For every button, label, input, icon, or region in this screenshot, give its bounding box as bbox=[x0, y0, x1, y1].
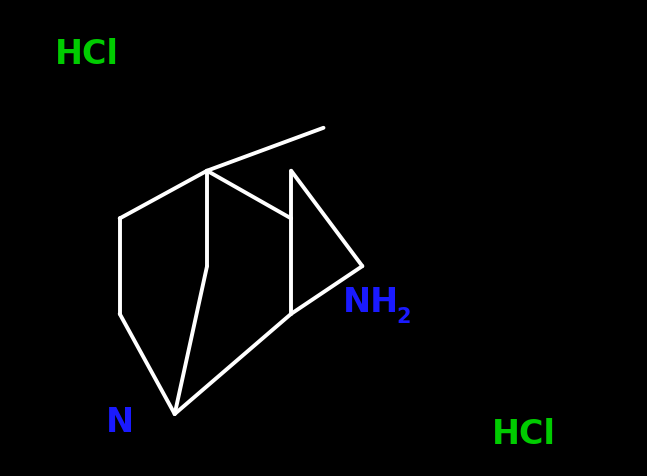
Text: N: N bbox=[105, 405, 134, 438]
Text: 2: 2 bbox=[397, 307, 411, 327]
Text: NH: NH bbox=[343, 286, 399, 319]
Text: HCl: HCl bbox=[492, 416, 556, 450]
Text: HCl: HCl bbox=[55, 38, 119, 71]
